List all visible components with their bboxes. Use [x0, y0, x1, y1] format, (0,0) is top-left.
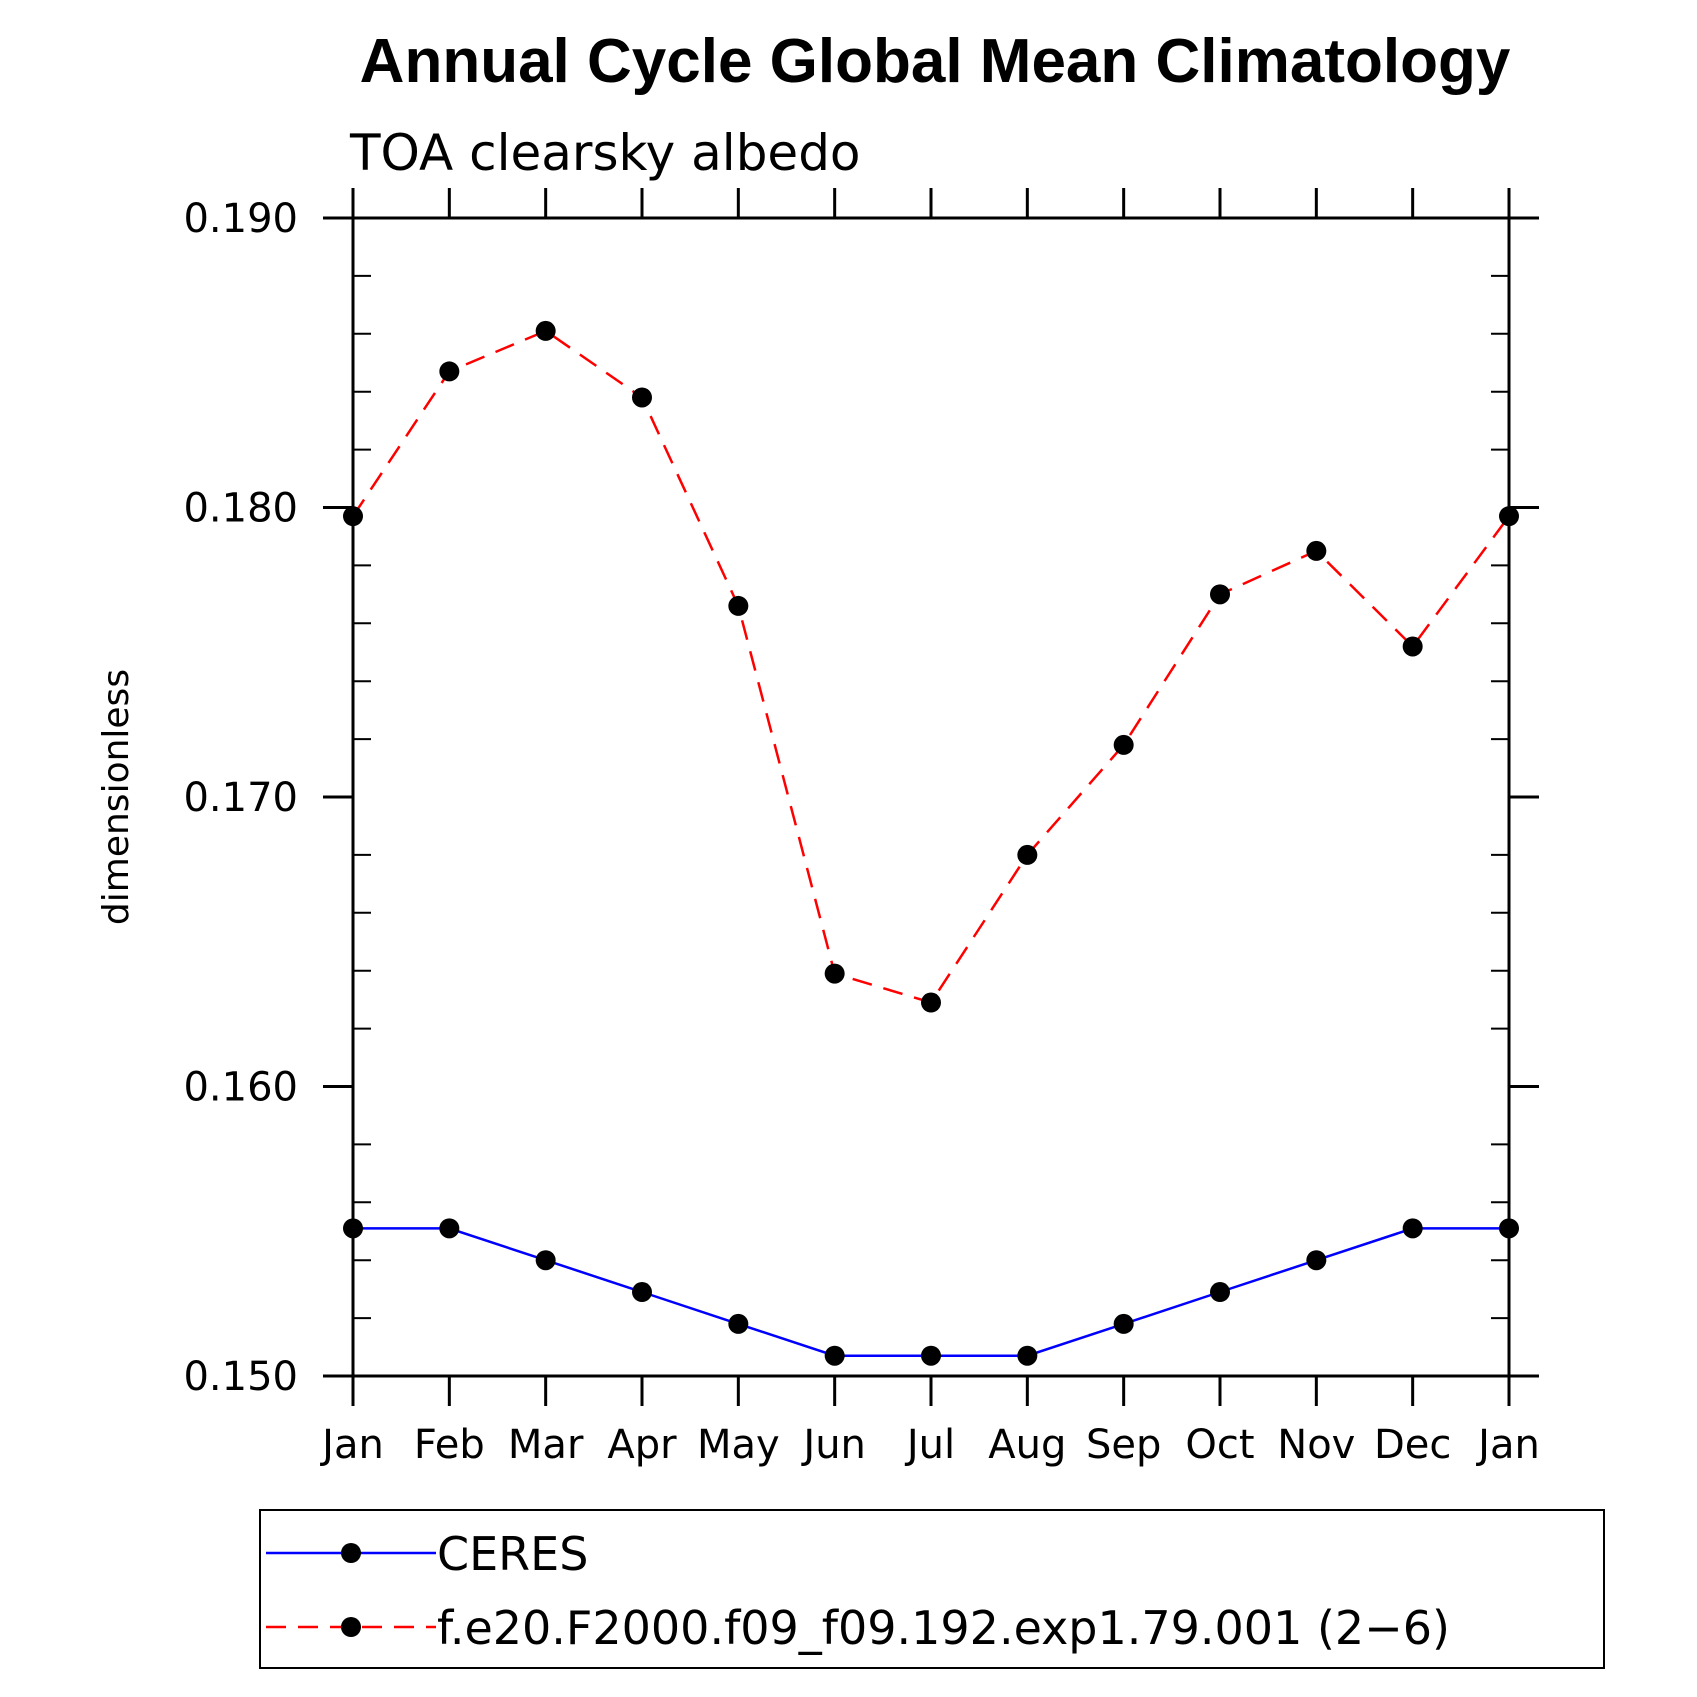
series-1-point	[1210, 584, 1230, 605]
x-tick-label: Mar	[508, 1422, 584, 1468]
series-layer	[343, 320, 1519, 1366]
series-1-point	[728, 595, 749, 616]
x-tick-label: Feb	[414, 1422, 485, 1468]
y-axis-label: dimensionless	[96, 669, 137, 925]
x-tick-label: Jun	[800, 1422, 866, 1468]
y-tick-label: 0.180	[183, 486, 298, 532]
x-tick-labels: Jan Feb Mar Apr May Jun Jul Aug Sep Oct Nov Dec Jan	[319, 1422, 1540, 1468]
chart-title: Annual Cycle Global Mean Climatology	[360, 27, 1511, 96]
x-tick-label: Jan	[319, 1422, 384, 1468]
x-tick-label: Dec	[1374, 1422, 1451, 1468]
x-tick-label: May	[697, 1422, 780, 1468]
x-tick-label: Nov	[1277, 1422, 1355, 1468]
x-tick-label: Apr	[607, 1422, 677, 1468]
x-tick-label: Oct	[1185, 1422, 1254, 1468]
series-0-point	[1113, 1313, 1134, 1334]
y-tick-label: 0.150	[183, 1354, 298, 1400]
series-1-point	[535, 320, 556, 341]
series-line-0	[353, 1227, 1509, 1357]
series-0-point	[728, 1313, 749, 1334]
x-tick-label: Jan	[1475, 1422, 1540, 1468]
chart-subtitle: TOA clearsky albedo	[349, 124, 861, 182]
legend-box	[259, 1509, 1605, 1669]
series-0-point	[921, 1345, 941, 1366]
legend-marker-model	[341, 1617, 361, 1637]
series-0-point	[1210, 1282, 1230, 1303]
y-tick-labels: 0.150 0.160 0.170 0.180 0.190	[183, 196, 298, 1400]
plot-frame	[351, 216, 1511, 1378]
series-0-point	[632, 1282, 652, 1303]
series-0-point	[1017, 1345, 1038, 1366]
axis-ticks	[323, 188, 1539, 1406]
series-1-point	[921, 992, 941, 1013]
series-1-point	[632, 387, 652, 408]
series-1-point	[1017, 844, 1038, 865]
x-tick-label: Sep	[1086, 1422, 1161, 1468]
x-tick-label: Aug	[988, 1422, 1066, 1468]
series-0-point	[1306, 1250, 1327, 1271]
legend: CERES f.e20.F2000.f09_f09.192.exp1.79.00…	[259, 1509, 1605, 1669]
series-0-point	[535, 1250, 556, 1271]
series-1-point	[439, 361, 460, 382]
y-tick-label: 0.160	[183, 1065, 298, 1111]
legend-label-ceres: CERES	[437, 1527, 588, 1581]
series-1-point	[824, 963, 845, 984]
series-1-point	[1113, 734, 1134, 755]
legend-label-model: f.e20.F2000.f09_f09.192.exp1.79.001 (2−6…	[437, 1601, 1450, 1655]
y-tick-label: 0.190	[183, 196, 298, 242]
legend-marker-ceres	[341, 1543, 361, 1563]
series-0-point	[1402, 1218, 1423, 1239]
series-0-point	[439, 1218, 460, 1239]
y-tick-label: 0.170	[183, 775, 298, 821]
series-1-point	[1306, 540, 1327, 561]
series-0-point	[824, 1345, 845, 1366]
series-line-1	[351, 329, 1511, 1004]
x-tick-label: Jul	[904, 1422, 955, 1468]
series-1-point	[1402, 636, 1423, 657]
